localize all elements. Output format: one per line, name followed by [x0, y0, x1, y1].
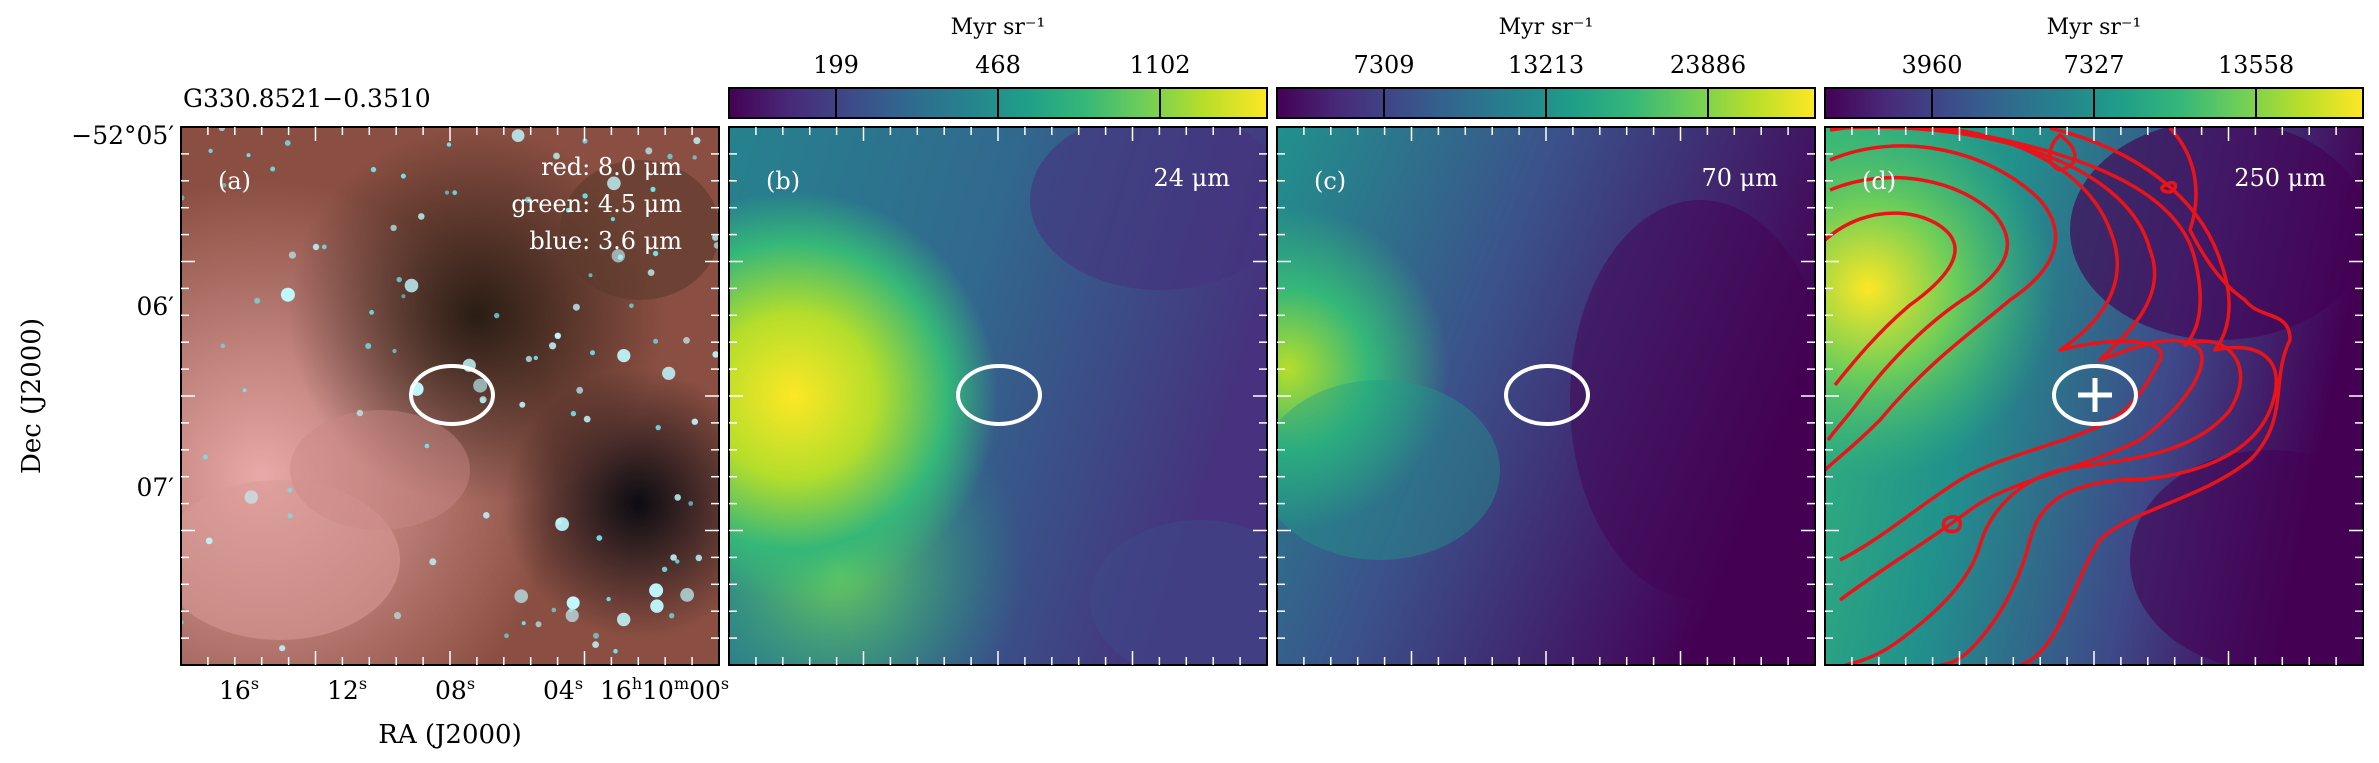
ra-tick-label-12s: 12s — [327, 674, 367, 705]
panel-c-colorbar-unit: Myr sr⁻¹ — [1499, 15, 1594, 40]
panel-c-colorbar-tick-2: 13213 — [1508, 51, 1584, 79]
ra-tick-label-16h10m00s: 16h10m00s — [600, 674, 729, 705]
panel-d: (d) 250 μm Myr sr⁻¹ 3960 7327 13558 — [1824, 15, 2364, 666]
panel-b-colorbar-unit: Myr sr⁻¹ — [951, 15, 1046, 40]
panel-d-colorbar-tick-1: 3960 — [1901, 51, 1962, 79]
panel-d-colorbar-tick-2: 7327 — [2063, 51, 2124, 79]
panel-b: (b) 24 μm Myr sr⁻¹ 199 468 1102 — [728, 15, 1268, 666]
panel-c-ticks — [1277, 127, 1815, 665]
panel-b-band: 24 μm — [1153, 164, 1230, 192]
panel-a-image — [181, 127, 719, 665]
ra-tick-label-08s: 08s — [435, 674, 475, 705]
panel-b-colorbar-tick-1: 199 — [813, 51, 859, 79]
panel-a-legend-blue: blue: 3.6 μm — [529, 227, 682, 255]
panel-c: (c) 70 μm Myr sr⁻¹ 7309 13213 23886 — [1276, 15, 1816, 666]
panel-c-colorbar-tick-1: 7309 — [1353, 51, 1414, 79]
panel-d-contours — [1825, 127, 2292, 665]
panel-a-ticks — [181, 127, 719, 665]
panel-c-colorbar-tick-3: 23886 — [1670, 51, 1746, 79]
panel-d-tag: (d) — [1862, 167, 1896, 195]
panel-c-image — [1277, 127, 1815, 665]
panel-b-ticks — [729, 127, 1267, 665]
panel-a-tag: (a) — [218, 167, 251, 195]
ra-tick-label-04s: 04s — [543, 674, 583, 705]
dec-tick-label-2: 07′ — [137, 473, 175, 502]
panel-b-image — [729, 127, 1267, 665]
panel-a: (a) red: 8.0 μm green: 4.5 μm blue: 3.6 … — [180, 126, 720, 666]
panel-a-legend-red: red: 8.0 μm — [541, 153, 682, 181]
panel-a-legend-green: green: 4.5 μm — [511, 190, 682, 218]
source-name: G330.8521−0.3510 — [183, 84, 431, 113]
y-axis-label: Dec (J2000) — [17, 318, 47, 474]
dec-tick-label-1: 06′ — [137, 292, 175, 321]
panel-d-colorbar-unit: Myr sr⁻¹ — [2047, 15, 2142, 40]
panel-d-ticks — [1825, 127, 2363, 665]
panel-d-beam-ellipse — [2052, 364, 2138, 426]
panel-a-beam-ellipse — [409, 364, 495, 426]
panel-c-band: 70 μm — [1701, 164, 1778, 192]
x-axis-label: RA (J2000) — [378, 720, 522, 750]
panel-d-colorbar-tick-3: 13558 — [2218, 51, 2294, 79]
panel-b-beam-ellipse — [956, 364, 1042, 426]
panel-c-beam-ellipse — [1504, 364, 1590, 426]
panel-d-band: 250 μm — [2234, 164, 2326, 192]
ra-tick-labels: 16s 12s 08s 04s 16h10m00s — [219, 674, 729, 705]
panel-b-colorbar-tick-2: 468 — [975, 51, 1021, 79]
panel-b-tag: (b) — [766, 167, 800, 195]
ra-tick-label-16s: 16s — [219, 674, 259, 705]
panel-b-colorbar-tick-3: 1102 — [1129, 51, 1190, 79]
panel-c-tag: (c) — [1314, 167, 1346, 195]
dec-tick-label-0: −52°05′ — [71, 121, 174, 150]
